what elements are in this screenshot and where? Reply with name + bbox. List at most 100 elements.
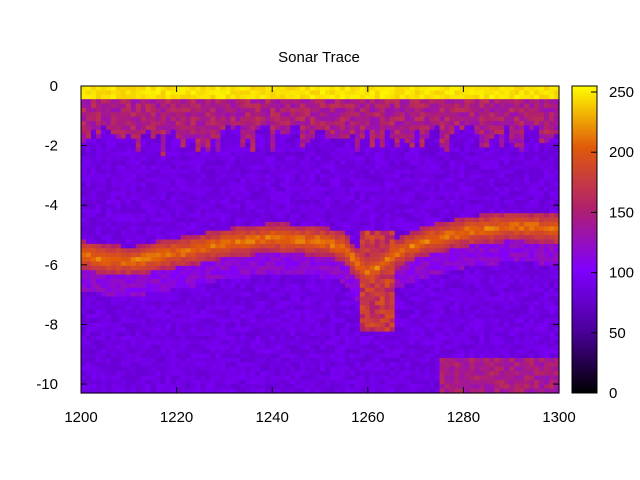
heatmap-cell: [235, 305, 241, 311]
heatmap-cell: [135, 287, 142, 293]
heatmap-cell: [120, 248, 127, 254]
heatmap-cell: [130, 248, 137, 254]
heatmap-cell: [165, 388, 172, 394]
heatmap-cell: [324, 309, 331, 315]
heatmap-cell: [185, 239, 192, 245]
heatmap-cell: [215, 103, 222, 109]
heatmap-cell: [270, 331, 276, 337]
heatmap-cell: [210, 129, 217, 135]
heatmap-cell: [344, 217, 351, 223]
heatmap-cell: [145, 204, 152, 210]
heatmap-cell: [85, 384, 92, 390]
heatmap-cell: [120, 99, 127, 105]
heatmap-cell: [320, 86, 326, 91]
heatmap-cell: [230, 257, 236, 263]
heatmap-cell: [220, 243, 226, 249]
heatmap-cell: [310, 213, 316, 219]
heatmap-cell: [100, 169, 107, 175]
heatmap-cell: [334, 327, 341, 333]
heatmap-cell: [81, 335, 87, 341]
heatmap-cell: [105, 252, 112, 258]
heatmap-cell: [305, 278, 311, 284]
heatmap-cell: [305, 270, 311, 276]
heatmap-cell: [235, 121, 241, 127]
heatmap-cell: [150, 186, 157, 192]
heatmap-cell: [125, 384, 132, 390]
heatmap-cell: [85, 362, 92, 368]
heatmap-cell: [125, 366, 132, 372]
heatmap-cell: [290, 344, 296, 350]
heatmap-cell: [175, 147, 182, 153]
heatmap-cell: [329, 353, 336, 359]
heatmap-cell: [324, 121, 331, 127]
heatmap-cell: [255, 107, 261, 113]
heatmap-cell: [285, 287, 291, 293]
heatmap-cell: [320, 191, 326, 197]
heatmap-cell: [150, 357, 157, 363]
heatmap-cell: [215, 265, 222, 271]
heatmap-cell: [349, 182, 356, 188]
heatmap-cell: [235, 230, 241, 236]
heatmap-cell: [255, 344, 261, 350]
heatmap-cell: [95, 353, 102, 359]
heatmap-cell: [334, 261, 341, 267]
heatmap-cell: [81, 287, 87, 293]
heatmap-cell: [195, 243, 202, 249]
heatmap-cell: [300, 138, 306, 144]
heatmap-cell: [339, 353, 346, 359]
heatmap-cell: [215, 257, 222, 263]
heatmap-cell: [399, 121, 406, 127]
heatmap-cell: [220, 129, 226, 135]
heatmap-cell: [160, 169, 167, 175]
heatmap-cell: [429, 143, 436, 148]
heatmap-cell: [200, 230, 207, 236]
heatmap-cell: [399, 221, 406, 227]
heatmap-cell: [205, 357, 212, 363]
heatmap-cell: [165, 217, 172, 223]
heatmap-cell: [85, 305, 92, 311]
heatmap-cell: [285, 239, 291, 245]
heatmap-cell: [235, 160, 241, 166]
heatmap-cell: [334, 226, 341, 232]
heatmap-cell: [175, 322, 182, 328]
heatmap-cell: [185, 292, 192, 298]
heatmap-cell: [195, 375, 202, 381]
heatmap-cell: [135, 270, 142, 276]
heatmap-cell: [240, 99, 246, 105]
heatmap-cell: [85, 270, 92, 276]
heatmap-cell: [300, 252, 306, 258]
heatmap-cell: [130, 134, 137, 140]
heatmap-cell: [320, 90, 326, 96]
heatmap-cell: [379, 221, 386, 227]
heatmap-cell: [145, 384, 152, 390]
heatmap-cell: [240, 366, 246, 372]
heatmap-cell: [200, 90, 207, 96]
heatmap-cell: [424, 318, 431, 324]
heatmap-cell: [300, 314, 306, 320]
heatmap-cell: [240, 300, 246, 306]
heatmap-cell: [250, 283, 256, 289]
heatmap-cell: [280, 340, 286, 346]
heatmap-cell: [384, 178, 391, 184]
heatmap-cell: [140, 112, 147, 118]
heatmap-cell: [145, 322, 152, 328]
heatmap-cell: [145, 318, 152, 324]
heatmap-cell: [110, 318, 117, 324]
heatmap-cell: [210, 252, 217, 258]
heatmap-cell: [344, 243, 351, 249]
heatmap-cell: [125, 322, 132, 328]
heatmap-cell: [120, 138, 127, 144]
heatmap-cell: [399, 278, 406, 284]
heatmap-cell: [245, 86, 251, 91]
heatmap-cell: [230, 322, 236, 328]
heatmap-cell: [414, 195, 421, 201]
heatmap-cell: [394, 191, 401, 197]
heatmap-cell: [150, 226, 157, 232]
heatmap-cell: [389, 182, 396, 188]
heatmap-cell: [210, 147, 217, 153]
heatmap-cell: [374, 116, 381, 122]
heatmap-cell: [175, 169, 182, 175]
heatmap-cell: [205, 112, 212, 118]
heatmap-cell: [300, 191, 306, 197]
heatmap-cell: [115, 99, 122, 105]
